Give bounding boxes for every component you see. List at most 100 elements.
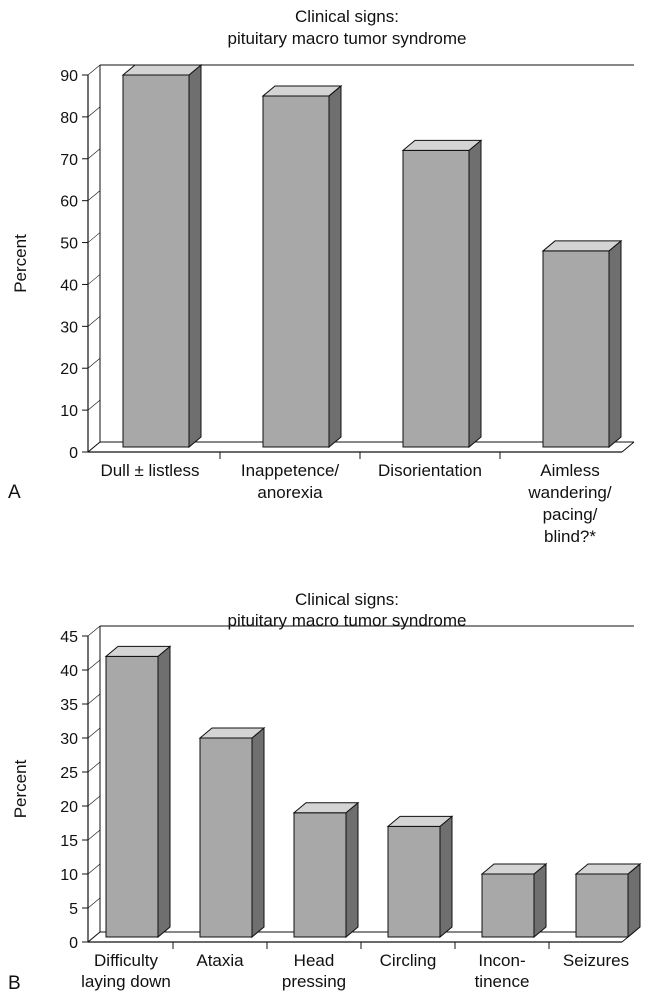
x-tick-label: anorexia bbox=[257, 483, 323, 502]
x-tick-label: Disorientation bbox=[378, 461, 482, 480]
chart-title: Clinical signs: bbox=[295, 7, 399, 26]
panel-label: A bbox=[8, 482, 21, 503]
chart-title: Clinical signs: bbox=[295, 590, 399, 609]
y-tick-label: 40 bbox=[60, 663, 78, 680]
chart-subtitle: pituitary macro tumor syndrome bbox=[227, 29, 466, 48]
bar-top bbox=[198, 727, 266, 739]
bar bbox=[387, 825, 441, 938]
bar-side bbox=[627, 862, 641, 939]
y-tick-label: 60 bbox=[60, 194, 78, 211]
x-tick-label: laying down bbox=[81, 972, 171, 991]
y-tick-depth bbox=[87, 829, 101, 841]
y-tick-label: 35 bbox=[60, 697, 78, 714]
chart-panel-a: Clinical signs: pituitary macro tumor syn… bbox=[8, 7, 635, 546]
bar bbox=[293, 812, 347, 938]
panel-label: B bbox=[8, 973, 21, 994]
x-tick-label: Dull ± listless bbox=[100, 461, 199, 480]
y-tick-label: 0 bbox=[69, 935, 78, 952]
bar-side bbox=[251, 726, 265, 939]
bar bbox=[199, 737, 253, 938]
bar-side bbox=[468, 139, 482, 449]
y-tick-depth bbox=[87, 761, 101, 773]
x-tick-label: Incon- bbox=[478, 951, 525, 970]
chart-subtitle: pituitary macro tumor syndrome bbox=[227, 611, 466, 630]
x-tick-label: tinence bbox=[475, 972, 530, 991]
y-tick-depth bbox=[87, 863, 101, 875]
bar-top bbox=[121, 64, 203, 76]
y-tick-depth bbox=[87, 64, 101, 76]
y-tick-label: 90 bbox=[60, 68, 78, 85]
bar bbox=[575, 873, 629, 938]
x-tick-label: pressing bbox=[282, 972, 346, 991]
y-tick-depth bbox=[87, 693, 101, 705]
bar-side bbox=[328, 84, 342, 449]
y-tick-depth bbox=[87, 274, 101, 285]
y-tick-label: 10 bbox=[60, 403, 78, 420]
bar-top bbox=[261, 85, 343, 97]
x-tick-label: pacing/ bbox=[543, 505, 598, 524]
y-tick-label: 50 bbox=[60, 236, 78, 253]
y-tick-label: 70 bbox=[60, 152, 78, 169]
bar-top bbox=[401, 139, 483, 151]
bar-side bbox=[608, 239, 622, 449]
y-tick-label: 80 bbox=[60, 110, 78, 127]
bar bbox=[105, 655, 159, 938]
y-tick-label: 45 bbox=[60, 629, 78, 646]
y-tick-depth bbox=[87, 148, 101, 160]
bar bbox=[402, 149, 470, 448]
y-tick-label: 15 bbox=[60, 833, 78, 850]
x-tick-label: Difficulty bbox=[94, 951, 158, 970]
y-tick-depth bbox=[87, 232, 101, 243]
y-tick-depth bbox=[87, 931, 101, 943]
y-tick-label: 30 bbox=[60, 731, 78, 748]
x-tick-label: Aimless bbox=[540, 461, 600, 480]
chart-panel-b: Clinical signs: pituitary macro tumor syn… bbox=[8, 590, 642, 994]
y-tick-depth bbox=[87, 795, 101, 807]
bar bbox=[481, 873, 535, 938]
bar-side bbox=[157, 645, 171, 939]
y-tick-depth bbox=[87, 441, 101, 453]
y-tick-depth bbox=[87, 625, 101, 637]
y-tick-depth bbox=[87, 727, 101, 739]
x-tick-label: Ataxia bbox=[196, 951, 244, 970]
y-tick-depth bbox=[87, 659, 101, 671]
y-tick-depth bbox=[87, 316, 101, 327]
x-tick-label: Inappetence/ bbox=[241, 461, 340, 480]
x-tick-label: blind?* bbox=[544, 527, 596, 546]
y-tick-depth bbox=[87, 399, 101, 411]
bar-side bbox=[345, 801, 359, 939]
floor-right-edge bbox=[621, 441, 635, 453]
y-axis-label: Percent bbox=[11, 234, 30, 293]
bar-side bbox=[439, 815, 453, 939]
y-tick-label: 5 bbox=[69, 901, 78, 918]
y-tick-label: 0 bbox=[69, 445, 78, 462]
x-tick-label: wandering/ bbox=[527, 483, 611, 502]
y-tick-label: 25 bbox=[60, 765, 78, 782]
x-tick-label: Head bbox=[294, 951, 335, 970]
y-tick-depth bbox=[87, 190, 101, 201]
bar-top bbox=[386, 815, 454, 827]
y-tick-depth bbox=[87, 106, 101, 118]
y-axis-label: Percent bbox=[11, 759, 30, 818]
y-tick-label: 20 bbox=[60, 799, 78, 816]
y-tick-depth bbox=[87, 357, 101, 369]
bar-top bbox=[480, 863, 548, 875]
y-tick-label: 20 bbox=[60, 361, 78, 378]
x-tick-label: Circling bbox=[380, 951, 437, 970]
y-tick-label: 40 bbox=[60, 277, 78, 294]
bar bbox=[122, 74, 190, 448]
y-tick-label: 30 bbox=[60, 319, 78, 336]
bar bbox=[262, 95, 330, 448]
bar-top bbox=[541, 240, 623, 252]
y-tick-label: 10 bbox=[60, 867, 78, 884]
x-tick-label: Seizures bbox=[563, 951, 629, 970]
bar-top bbox=[104, 645, 172, 657]
bar-side bbox=[188, 63, 202, 449]
bar-top bbox=[574, 863, 642, 875]
y-tick-depth bbox=[87, 897, 101, 909]
bar bbox=[542, 250, 610, 448]
bar-top bbox=[292, 802, 360, 814]
bar-side bbox=[533, 862, 547, 939]
